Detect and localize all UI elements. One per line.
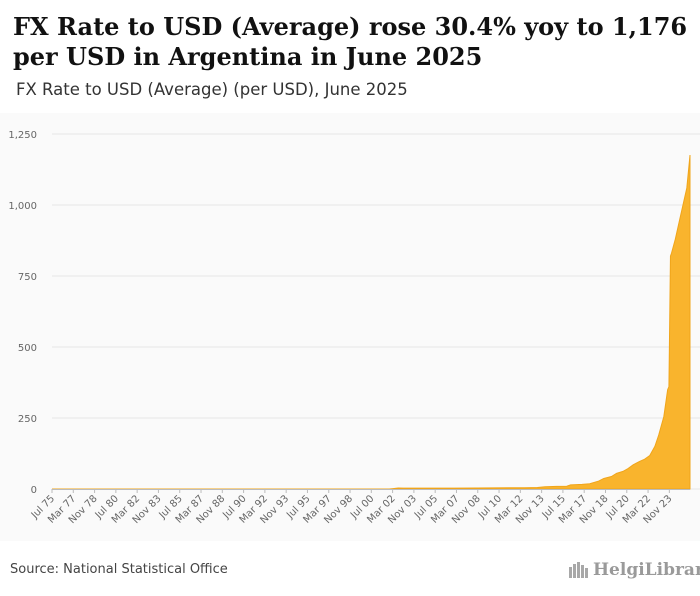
y-tick-label: 250 [18,414,37,425]
grid-lines [52,133,700,490]
plot-background [0,113,700,541]
y-tick-label: 1,250 [8,130,37,141]
series-area [52,154,691,490]
chart-title: FX Rate to USD (Average) rose 30.4% yoy … [13,12,688,71]
y-tick-label: 750 [18,272,37,283]
y-tick-label: 500 [18,343,37,354]
y-tick-label: 0 [31,485,37,496]
series-area-fill [52,154,691,490]
helgi-library-logo: HelgiLibrary [568,560,700,580]
y-axis: 0 250 500 750 1,000 1,250 [8,130,37,496]
y-tick-label: 1,000 [8,201,37,212]
logo-text: HelgiLibrary [593,560,700,580]
source-note: Source: National Statistical Office [10,562,228,577]
chart-subtitle: FX Rate to USD (Average) (per USD), June… [16,80,408,99]
library-logo-icon [569,562,588,578]
